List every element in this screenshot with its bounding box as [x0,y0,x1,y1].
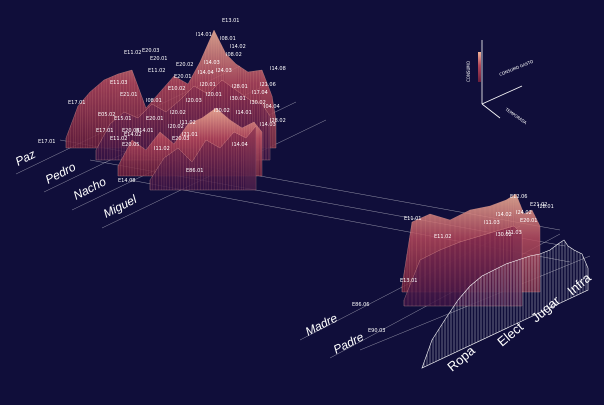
point-label: E20.05 [122,142,139,148]
legend-axis-label-3: TEMPORADA [504,106,528,125]
point-label: I20.01 [200,82,216,88]
point-label: I14.08 [270,66,286,72]
point-label: I08.01 [146,98,162,104]
legend-axis-label-2: CONSUMO GASTO [499,59,534,77]
point-label: I30.02 [214,108,230,114]
point-label: E15.01 [114,116,131,122]
point-label: E11.02 [110,136,127,142]
point-label: E90.03 [368,328,385,334]
point-label: I14.01 [196,32,212,38]
point-label: E11.02 [124,50,141,56]
point-label: E10.02 [168,86,185,92]
point-label: I14.04 [198,70,214,76]
point-label: I08.01 [220,36,236,42]
point-label: E20.01 [146,116,163,122]
point-label: E11.01 [404,216,421,222]
category-label-ropa: Ropa [444,342,478,374]
point-label: E14.08 [118,178,135,184]
point-label: E13.01 [400,278,417,284]
point-label: I14.03 [204,60,220,66]
point-label: I14.02 [230,44,246,50]
point-label: I21.03 [506,230,522,236]
point-label: E17.01 [38,139,55,145]
point-label: E20.01 [520,218,537,224]
fence-area [149,125,257,191]
point-label: E20.01 [174,74,191,80]
name-label-nacho: Nacho [71,174,109,202]
point-label: I11.03 [484,220,500,226]
point-label: I30.02 [496,232,512,238]
point-label: E14.02 [124,132,141,138]
point-label: I14.02 [496,212,512,218]
name-label-madre: Madre [303,311,340,339]
point-label: I04.04 [264,104,280,110]
point-label: I14.01 [236,110,252,116]
point-label: E05.02 [98,112,115,118]
point-label: E86.06 [352,302,369,308]
point-label: I08.02 [226,52,242,58]
point-label: E20.01 [150,56,167,62]
point-label: E17.01 [68,100,85,106]
point-label: I28.02 [270,118,286,124]
point-label: E20.02 [176,62,193,68]
name-label-pedro: Pedro [43,160,78,187]
point-label: E11.02 [434,234,451,240]
legend-axis-label-1: CONSUMO [466,61,471,82]
point-label: I21.06 [260,82,276,88]
point-label: E21.02 [530,202,547,208]
name-label-miguel: Miguel [101,192,139,221]
point-label: E86.01 [186,168,203,174]
point-label: I20.03 [186,98,202,104]
name-label-padre: Padre [331,330,366,357]
fence-areas [65,29,589,369]
point-label: I30.02 [250,100,266,106]
point-label: I24.02 [516,210,532,216]
point-label: I30.01 [230,96,246,102]
point-label: E13.01 [222,18,239,24]
point-label: E12.06 [510,194,527,200]
point-label: I20.02 [170,110,186,116]
point-label: I28.01 [538,204,554,210]
point-label: I14.04 [232,142,248,148]
point-label: I11.02 [180,120,196,126]
point-label: I11.02 [154,146,170,152]
point-label: E20.03 [142,48,159,54]
point-label: I20.01 [206,92,222,98]
point-label: E11.03 [110,80,127,86]
point-label: I17.04 [252,90,268,96]
point-label: I14.03 [260,122,276,128]
point-label: E11.02 [148,68,165,74]
point-label: I21.01 [182,132,198,138]
point-label: E14.01 [136,128,153,134]
point-label: E17.01 [96,128,113,134]
point-label: E20.03 [172,136,189,142]
point-label: I28.01 [232,84,248,90]
point-label: I20.02 [168,124,184,130]
point-label: E20.04 [122,128,139,134]
category-label-jugar: Jugar [528,292,563,325]
point-label: I24.03 [216,68,232,74]
point-label: E21.01 [120,92,137,98]
legend-axes: CONSUMO CONSUMO GASTO TEMPORADA [466,40,534,125]
